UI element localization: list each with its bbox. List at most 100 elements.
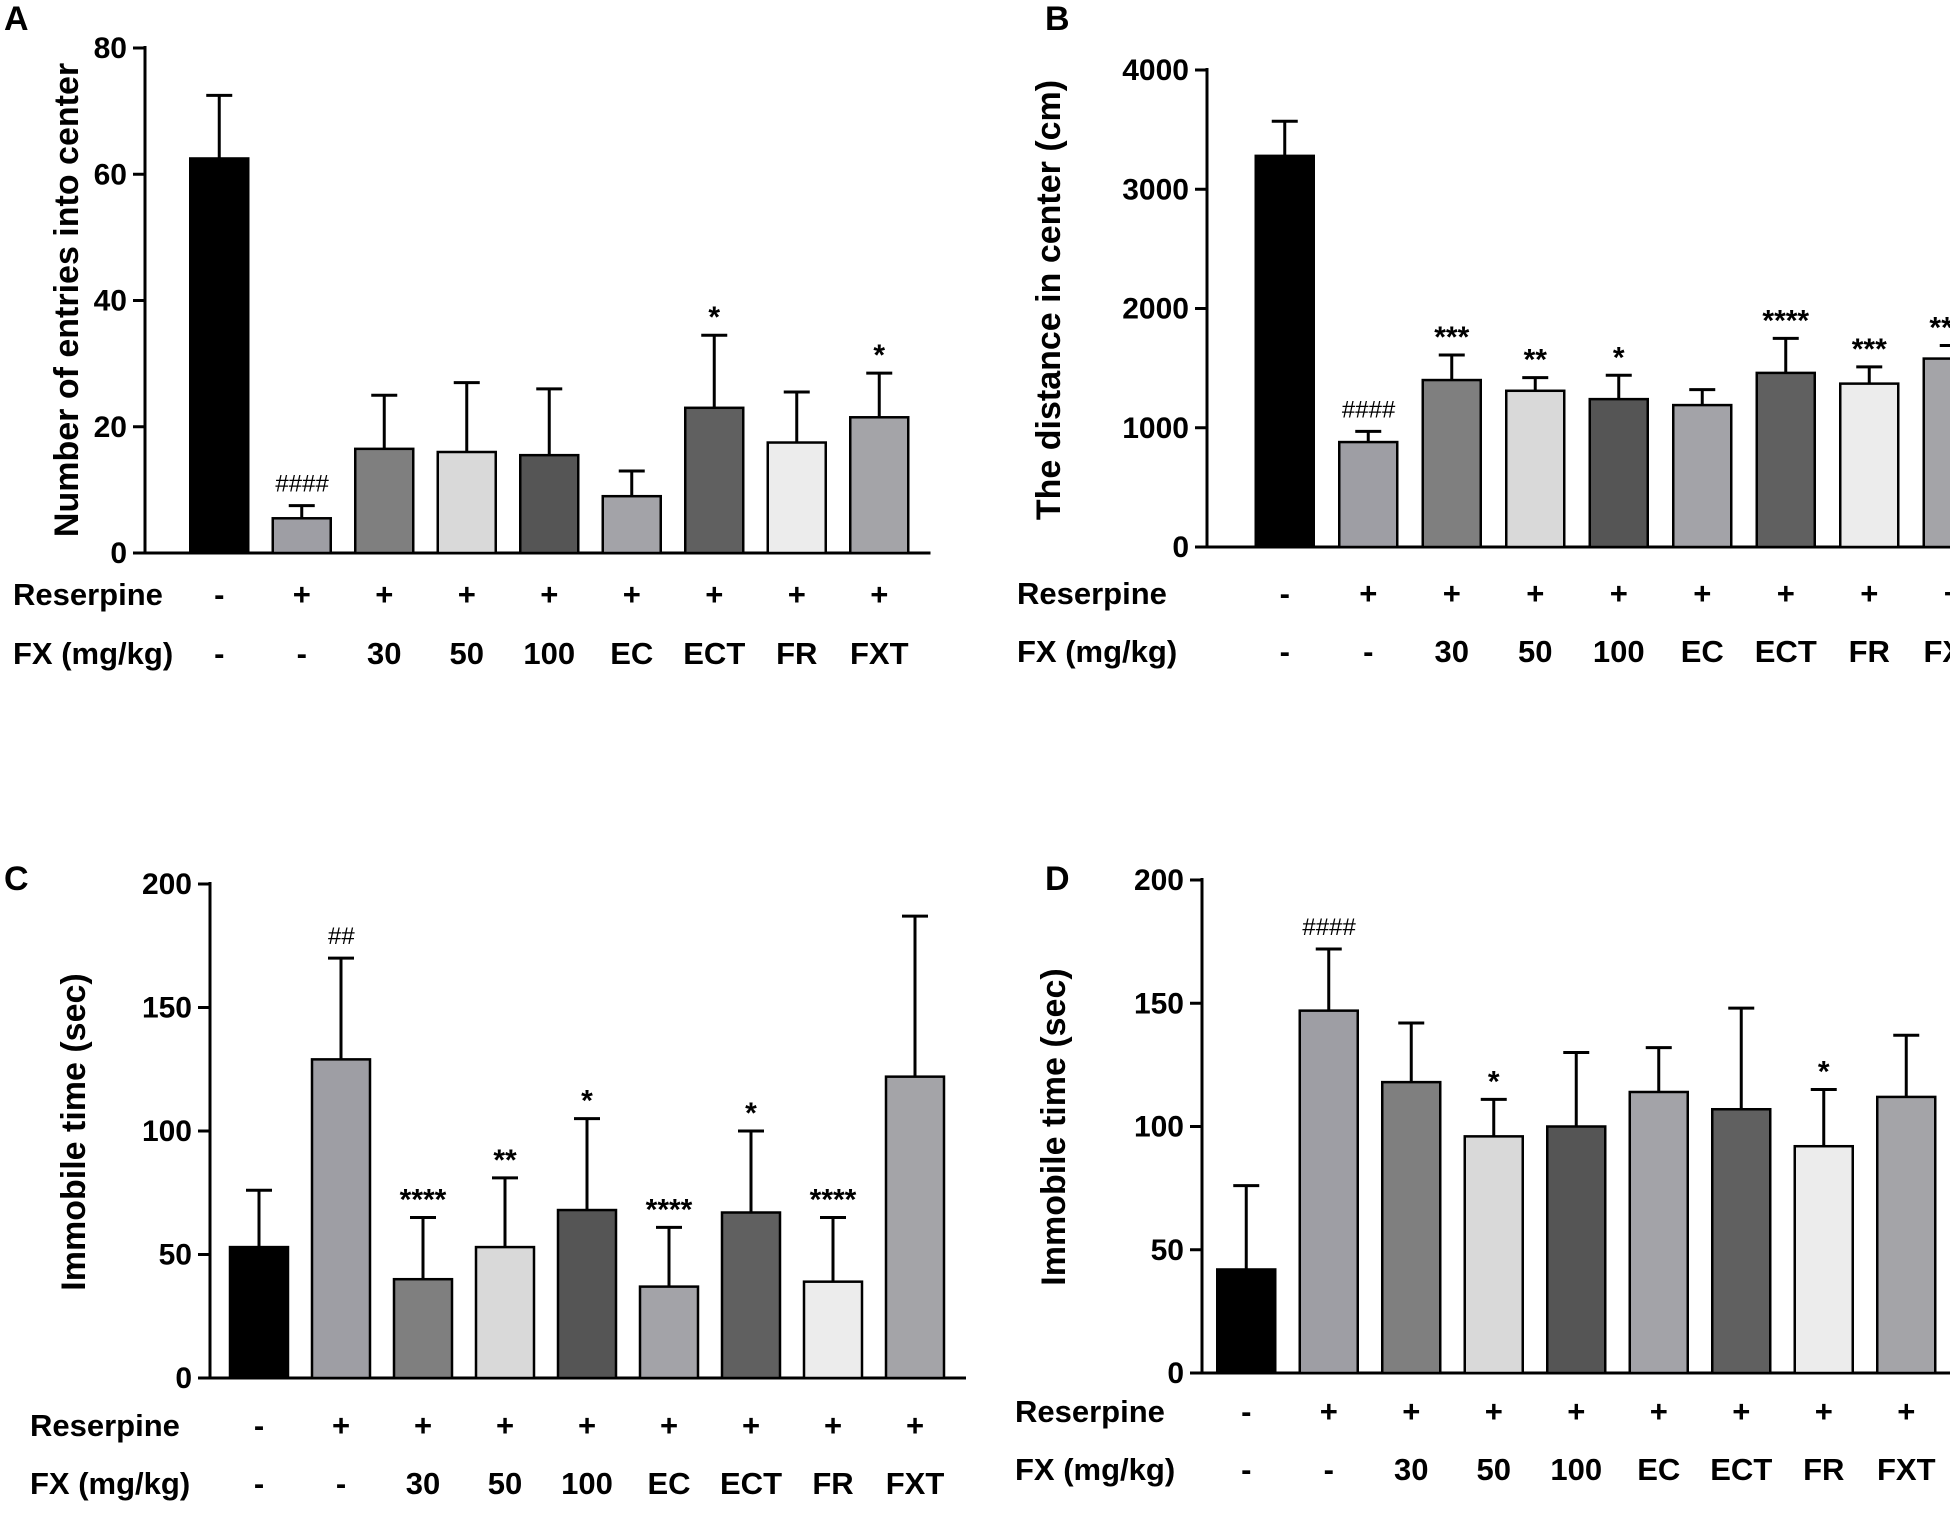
- y-axis-label: The distance in center (cm): [1030, 80, 1068, 520]
- significance-label: ****: [400, 1183, 447, 1216]
- fx-value: 30: [367, 636, 401, 671]
- reserpine-value: +: [1359, 576, 1377, 611]
- bar-fx-30: [354, 447, 415, 555]
- bar-fr: [1839, 382, 1900, 549]
- fx-value: EC: [1681, 634, 1724, 669]
- fx-row-label: FX (mg/kg): [13, 636, 173, 671]
- reserpine-value: +: [788, 577, 806, 612]
- y-tick-label: 100: [142, 1115, 192, 1148]
- reserpine-value: +: [1860, 576, 1878, 611]
- reserpine-value: +: [1320, 1394, 1338, 1429]
- fx-value: FR: [776, 636, 817, 671]
- panel-letter: C: [4, 860, 29, 898]
- significance-label: **: [1524, 344, 1548, 377]
- fx-row-label: FX (mg/kg): [1017, 634, 1177, 669]
- bar-ec: [638, 1285, 700, 1380]
- bar-ect: [684, 406, 745, 555]
- reserpine-value: +: [1693, 576, 1711, 611]
- y-tick-label: 150: [142, 992, 192, 1025]
- panel-letter: A: [4, 0, 29, 38]
- fx-value: EC: [647, 1466, 690, 1501]
- fx-value: FXT: [886, 1466, 945, 1501]
- reserpine-value: +: [660, 1408, 678, 1443]
- fx-value: 50: [450, 636, 484, 671]
- bar-fxt: [884, 1075, 946, 1380]
- fx-value: FR: [812, 1466, 853, 1501]
- significance-label: ####: [275, 471, 329, 498]
- bar-control: [228, 1245, 290, 1380]
- significance-label: **: [493, 1144, 517, 1177]
- fx-value: FXT: [850, 636, 909, 671]
- reserpine-value: -: [254, 1408, 264, 1443]
- y-tick-label: 200: [142, 868, 192, 901]
- reserpine-value: +: [332, 1408, 350, 1443]
- fx-row-label: FX (mg/kg): [1015, 1452, 1175, 1487]
- significance-label: *: [708, 301, 720, 334]
- bar-fx-100: [1546, 1125, 1607, 1375]
- fx-value: -: [336, 1466, 346, 1501]
- significance-label: *: [1613, 341, 1625, 374]
- bar-reserpine: [310, 1058, 372, 1380]
- y-tick-label: 4000: [1122, 54, 1189, 87]
- reserpine-value: +: [1443, 576, 1461, 611]
- bar-fx-100: [556, 1208, 618, 1380]
- y-axis-label: Number of entries into center: [48, 63, 86, 537]
- fx-value: 30: [1394, 1452, 1428, 1487]
- reserpine-row-label: Reserpine: [30, 1408, 180, 1443]
- fx-value: EC: [1637, 1452, 1680, 1487]
- significance-label: ****: [1762, 304, 1809, 337]
- reserpine-value: +: [293, 577, 311, 612]
- reserpine-row-label: Reserpine: [1015, 1394, 1165, 1429]
- y-tick-label: 3000: [1122, 173, 1189, 206]
- reserpine-value: +: [1567, 1394, 1585, 1429]
- bar-control: [1216, 1268, 1277, 1375]
- bar-fr: [1793, 1144, 1854, 1375]
- panel-d: D 0 50 100 150 200 Immobile time (sec) - - #### + -…: [1015, 860, 1950, 1487]
- bar-fxt: [1876, 1095, 1937, 1375]
- significance-label: ####: [1302, 914, 1356, 941]
- fx-value: -: [1363, 634, 1373, 669]
- reserpine-value: +: [1610, 576, 1628, 611]
- fx-value: EC: [610, 636, 653, 671]
- reserpine-value: -: [1280, 576, 1290, 611]
- bar-fxt: [1922, 357, 1950, 549]
- significance-label: *: [1818, 1056, 1830, 1089]
- y-axis-label: Immobile time (sec): [1035, 968, 1073, 1285]
- significance-label: ####: [1342, 396, 1396, 423]
- bar-reserpine: [1298, 1009, 1359, 1375]
- significance-label: *: [745, 1097, 757, 1130]
- reserpine-value: +: [1815, 1394, 1833, 1429]
- y-tick-label: 1000: [1122, 412, 1189, 445]
- bar-fx-30: [1381, 1080, 1442, 1375]
- significance-label: ****: [1929, 311, 1950, 344]
- reserpine-value: +: [906, 1408, 924, 1443]
- significance-label: ****: [810, 1183, 857, 1216]
- bar-fx-50: [436, 450, 497, 555]
- fx-value: ECT: [720, 1466, 782, 1501]
- fx-value: 100: [561, 1466, 613, 1501]
- fx-value: 30: [1435, 634, 1469, 669]
- fx-value: -: [297, 636, 307, 671]
- fx-value: -: [214, 636, 224, 671]
- fx-value: -: [1280, 634, 1290, 669]
- significance-label: *: [581, 1085, 593, 1118]
- y-tick-label: 0: [1167, 1357, 1184, 1390]
- fx-value: -: [254, 1466, 264, 1501]
- reserpine-value: +: [375, 577, 393, 612]
- bar-ect: [1755, 371, 1816, 549]
- fx-value: 100: [1550, 1452, 1602, 1487]
- y-tick-label: 60: [94, 158, 127, 191]
- significance-label: *: [873, 339, 885, 372]
- fx-value: FR: [1849, 634, 1890, 669]
- fx-value: 50: [488, 1466, 522, 1501]
- bar-fx-50: [474, 1245, 536, 1380]
- reserpine-value: +: [1732, 1394, 1750, 1429]
- y-tick-label: 200: [1134, 864, 1184, 897]
- y-tick-label: 2000: [1122, 293, 1189, 326]
- bar-fx-100: [1588, 397, 1649, 549]
- y-tick-label: 0: [110, 537, 127, 570]
- fx-value: ECT: [1710, 1452, 1772, 1487]
- bar-ec: [601, 494, 662, 555]
